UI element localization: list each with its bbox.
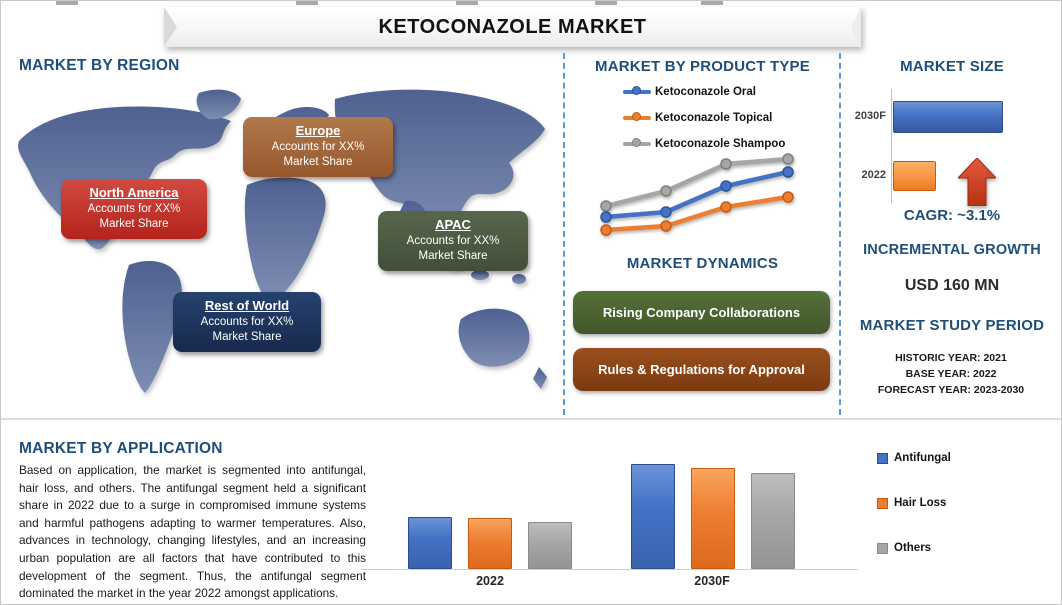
application-paragraph: Based on application, the market is segm… xyxy=(19,463,366,601)
legend-label: Antifungal xyxy=(894,452,951,464)
application-legend-antifungal: Antifungal xyxy=(877,452,951,464)
top-edge-mark xyxy=(701,1,723,5)
application-bar-antifungal-2030f xyxy=(631,464,675,569)
legend-label: Ketoconazole Oral xyxy=(655,85,756,98)
application-legend-hair-loss: Hair Loss xyxy=(877,497,946,509)
market-size-category-2022: 2022 xyxy=(861,169,886,181)
growth-arrow-icon xyxy=(958,158,996,206)
title-banner: KETOCONAZOLE MARKET xyxy=(164,7,861,47)
continent-south-america xyxy=(122,261,182,393)
island-greenland xyxy=(196,89,241,120)
cagr-value: CAGR: ~3.1% xyxy=(903,207,1001,224)
dynamics-button-regulations[interactable]: Rules & Regulations for Approval xyxy=(573,348,830,391)
legend-label: Hair Loss xyxy=(894,497,947,509)
forecast-year: FORECAST YEAR: 2023-2030 xyxy=(877,384,1025,396)
base-year: BASE YEAR: 2022 xyxy=(905,368,997,380)
application-section-heading: MARKET BY APPLICATION xyxy=(19,440,223,457)
region-section-heading: MARKET BY REGION xyxy=(19,57,180,74)
top-edge-mark xyxy=(56,1,78,5)
market-size-section-heading: MARKET SIZE xyxy=(900,58,1004,75)
region-share-line2: Market Share xyxy=(99,218,169,230)
region-callout-north-america: North America Accounts for XX% Market Sh… xyxy=(61,179,207,239)
region-callout-europe: Europe Accounts for XX% Market Share xyxy=(243,117,393,177)
continent-australia xyxy=(458,308,530,367)
study-period-years: HISTORIC YEAR: 2021 BASE YEAR: 2022 FORE… xyxy=(841,350,1061,398)
top-edge-mark xyxy=(595,1,617,5)
legend-item-shampoo: Ketoconazole Shampoo xyxy=(623,135,785,152)
region-callout-apac: APAC Accounts for XX% Market Share xyxy=(378,211,528,271)
vertical-divider-right xyxy=(839,53,841,415)
trend-chart-legend: Ketoconazole Oral Ketoconazole Topical K… xyxy=(623,83,785,161)
region-name: APAC xyxy=(435,217,471,232)
incremental-growth-value: USD 160 MN xyxy=(904,277,1000,294)
region-share-line1: Accounts for XX% xyxy=(200,316,294,328)
region-name: Europe xyxy=(295,123,341,138)
region-name: North America xyxy=(89,185,179,200)
legend-item-oral: Ketoconazole Oral xyxy=(623,83,785,100)
application-chart-axis xyxy=(361,569,858,570)
island-sea-2 xyxy=(471,270,489,280)
region-name: Rest of World xyxy=(204,298,290,313)
legend-item-topical: Ketoconazole Topical xyxy=(623,109,785,126)
application-category-2030f: 2030F xyxy=(694,574,730,588)
study-period-heading: MARKET STUDY PERIOD xyxy=(859,317,1045,334)
region-share-line1: Accounts for XX% xyxy=(271,141,365,153)
incremental-growth-heading: INCREMENTAL GROWTH xyxy=(863,242,1041,258)
legend-label: Ketoconazole Topical xyxy=(655,111,773,124)
legend-swatch-icon xyxy=(877,452,888,464)
historic-year: HISTORIC YEAR: 2021 xyxy=(895,352,1007,364)
continent-africa xyxy=(244,177,326,300)
legend-label: Ketoconazole Shampoo xyxy=(655,137,786,150)
market-size-axis xyxy=(891,89,892,203)
horizontal-divider xyxy=(1,418,1061,420)
application-bar-chart xyxy=(376,459,856,569)
island-sea-4 xyxy=(512,274,526,284)
legend-swatch-icon xyxy=(877,542,888,554)
top-edge-mark xyxy=(456,1,478,5)
application-category-2022: 2022 xyxy=(476,574,504,588)
application-bar-others-2030f xyxy=(751,473,795,569)
dynamics-section-heading: MARKET DYNAMICS xyxy=(626,255,779,272)
region-share-line1: Accounts for XX% xyxy=(87,203,181,215)
market-size-category-2030f: 2030F xyxy=(854,110,886,122)
market-size-bar-2022 xyxy=(893,161,936,191)
legend-label: Others xyxy=(894,542,932,554)
region-share-line2: Market Share xyxy=(418,250,488,262)
region-share-line1: Accounts for XX% xyxy=(406,235,500,247)
application-bar-others-2022 xyxy=(528,521,572,569)
region-callout-rest-of-world: Rest of World Accounts for XX% Market Sh… xyxy=(173,292,321,352)
product-type-line-chart xyxy=(600,153,794,236)
application-bar-hair-loss-2022 xyxy=(468,517,512,569)
vertical-divider-left xyxy=(563,53,565,415)
top-edge-mark xyxy=(296,1,318,5)
page-title: KETOCONAZOLE MARKET xyxy=(378,15,647,38)
island-new-zealand xyxy=(533,367,547,389)
product-type-section-heading: MARKET BY PRODUCT TYPE xyxy=(595,58,810,75)
line-marker-icon xyxy=(623,86,651,95)
line-marker-icon xyxy=(623,112,651,121)
region-share-line2: Market Share xyxy=(283,156,353,168)
line-marker-icon xyxy=(623,138,651,147)
region-share-line2: Market Share xyxy=(212,331,282,343)
market-size-bar-2030f xyxy=(893,101,1003,133)
legend-swatch-icon xyxy=(877,497,888,509)
application-bar-hair-loss-2030f xyxy=(691,468,735,569)
dynamics-button-collaborations[interactable]: Rising Company Collaborations xyxy=(573,291,830,334)
application-legend-others: Others xyxy=(877,542,931,554)
application-bar-antifungal-2022 xyxy=(408,516,452,569)
